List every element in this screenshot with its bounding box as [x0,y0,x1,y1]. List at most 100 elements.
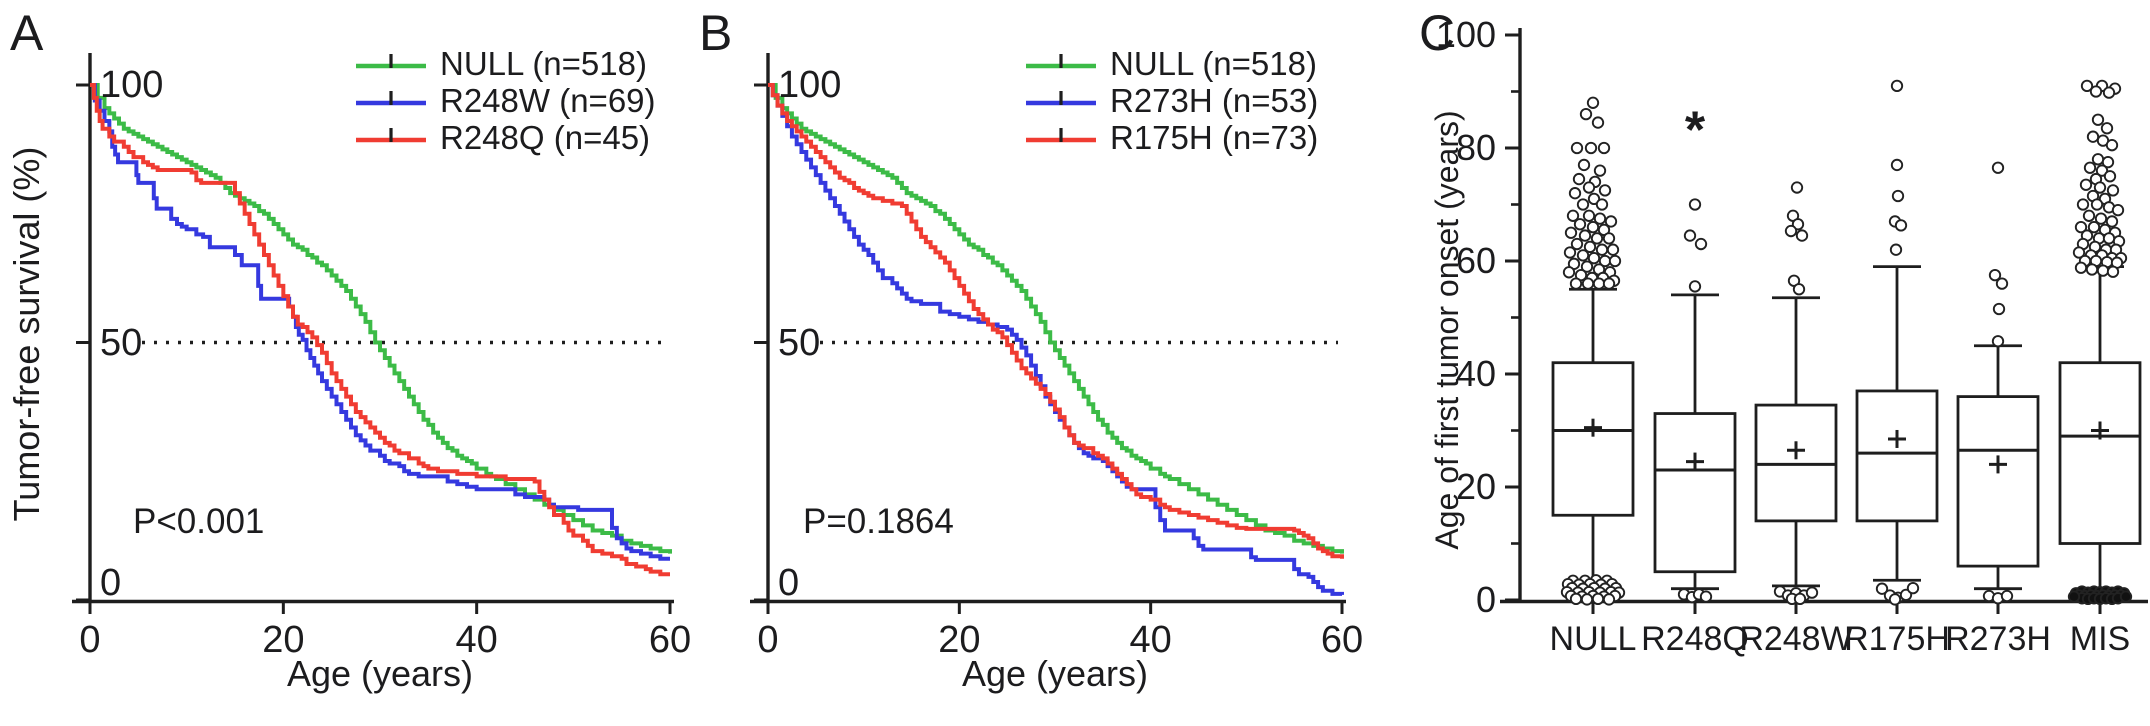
significance-asterisk: * [1684,101,1706,160]
outlier-point [1608,254,1622,268]
x-tick-label-panel-b: 20 [938,619,981,661]
outlier-point [1586,96,1600,109]
outlier-point [2106,184,2120,197]
outlier-point [2091,113,2105,126]
box-mis [2058,361,2142,545]
outlier-point [1604,215,1618,228]
box-r273h [1956,395,2040,568]
outlier-point [1988,268,2002,282]
outlier-point [1591,116,1605,129]
y-tick-label-panel-b: 0 [778,562,800,604]
y-tick-label-panel-c: 100 [1435,14,1496,55]
box-r248q [1653,412,1737,574]
p-value-panel-b: P=0.1864 [803,502,954,541]
category-label-r248w: R248W [1739,620,1853,658]
outlier-point [1991,161,2005,174]
outlier-point [1595,198,1609,211]
outlier-point [1906,581,1920,595]
outlier-point [1578,229,1592,242]
x-tick-label-panel-a: 40 [455,619,498,661]
legend-label: R273H (n=53) [1110,81,1319,119]
outlier-point [1569,277,1583,290]
outlier-point [1602,593,1616,606]
outlier-point [1694,237,1708,251]
y-tick-label-panel-c: 40 [1455,353,1496,394]
outlier-point [2074,261,2088,274]
outlier-point [1576,198,1590,211]
outlier-point [1562,266,1576,279]
outlier-point [1586,220,1600,234]
category-label-r273h: R273H [1945,620,2051,658]
km-curve-null-panel-b [768,83,1344,554]
outlier-point [2094,212,2108,225]
y-tick-label-panel-a: 50 [100,321,143,364]
outlier-point [1683,229,1697,242]
outlier-point [1582,181,1596,194]
outlier-point [1569,592,1583,606]
outlier-point [1580,260,1594,273]
outlier-point [1581,277,1595,290]
y-tick-label-panel-c: 20 [1455,466,1496,507]
outlier-point [1598,184,1612,197]
outlier-point [2119,590,2133,603]
outlier-point [1991,335,2005,348]
outlier-point [1890,158,1904,172]
km-curve-r248q-panel-a [90,83,670,577]
outlier-point [2083,161,2097,174]
legend-swatch-green-icon [356,54,426,69]
outlier-point [2085,263,2099,276]
legend-item-panel-a: R248W (n=69) [354,83,656,117]
outlier-point [1564,226,1578,239]
outlier-point [2090,198,2104,211]
outlier-point [2000,589,2014,603]
outlier-point [1592,277,1606,290]
outlier-point [1566,209,1580,222]
outlier-point [1792,283,1806,296]
outlier-point [1597,141,1611,155]
outlier-point [1888,593,1902,606]
legend-label: NULL (n=518) [1110,44,1317,82]
outlier-point [2086,130,2100,143]
outlier-point [2095,164,2109,177]
outlier-point [1573,218,1587,231]
km-curve-r273h-panel-b [768,83,1344,596]
panel-label-a: A [10,5,45,61]
outlier-point [1795,229,1809,242]
outlier-point [1595,243,1609,256]
x-tick-label-panel-b: 60 [1320,619,1364,661]
outlier-point [1894,219,1908,232]
category-label-r248q: R248Q [1641,620,1749,658]
outlier-point [1587,252,1601,265]
y-axis-title-panel-a: Tumor-free survival (%) [6,146,47,522]
outlier-point [1593,164,1607,177]
outlier-point [2082,209,2096,222]
outlier-point [1891,189,1905,203]
outlier-point [1570,237,1584,251]
outlier-point [1875,582,1889,595]
outlier-point [1576,249,1590,262]
km-curve-r175h-panel-b [768,83,1344,559]
outlier-point [1583,240,1597,254]
x-axis-title-panel-a: Age (years) [286,653,474,694]
outlier-point [2102,232,2116,245]
outlier-point [1579,107,1593,121]
x-axis-title-panel-b: Age (years) [961,653,1149,694]
outlier-point [2093,181,2107,194]
x-tick-label-panel-a: 20 [262,619,305,661]
box-r175h [1855,389,1939,523]
x-tick-label-panel-a: 0 [79,619,101,661]
y-tick-label-panel-b: 50 [778,321,821,364]
outlier-point [1593,212,1607,225]
y-tick-label-panel-c: 0 [1475,579,1496,620]
box-null [1551,361,1635,517]
category-label-mis: MIS [2069,620,2131,658]
x-tick-label-panel-b: 40 [1129,619,1172,661]
legend-swatch-red-icon [356,128,426,143]
outlier-point [2091,153,2105,166]
legend-label: R175H (n=73) [1110,118,1319,156]
outlier-point [2072,246,2086,259]
outlier-point [2106,265,2120,278]
outlier-point [2105,139,2119,152]
panel-label-b: B [699,5,734,61]
outlier-point [2102,86,2116,99]
